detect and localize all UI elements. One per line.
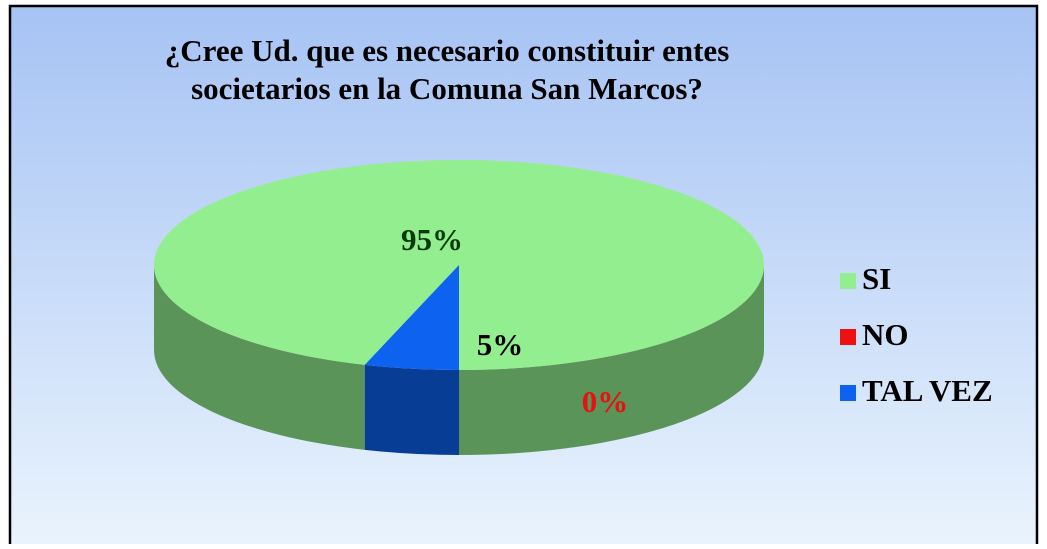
data-label: 0% xyxy=(582,384,629,419)
data-label: 5% xyxy=(477,327,524,362)
legend-label: TAL VEZ xyxy=(862,373,993,408)
legend-label: NO xyxy=(862,317,909,352)
slice-side xyxy=(154,265,365,450)
data-label: 95% xyxy=(401,222,463,257)
chart-title: ¿Cree Ud. que es necesario constituir en… xyxy=(164,33,730,106)
legend-swatch xyxy=(840,329,856,345)
legend: SI NO TAL VEZ xyxy=(840,261,993,408)
slice xyxy=(364,265,459,370)
legend-swatch xyxy=(840,385,856,401)
legend-swatch xyxy=(840,273,856,289)
slice xyxy=(154,160,765,370)
legend-label: SI xyxy=(862,261,891,296)
slice-side xyxy=(364,364,459,455)
slice-side xyxy=(459,265,764,455)
pie: 95% 0% 5% xyxy=(154,160,765,455)
